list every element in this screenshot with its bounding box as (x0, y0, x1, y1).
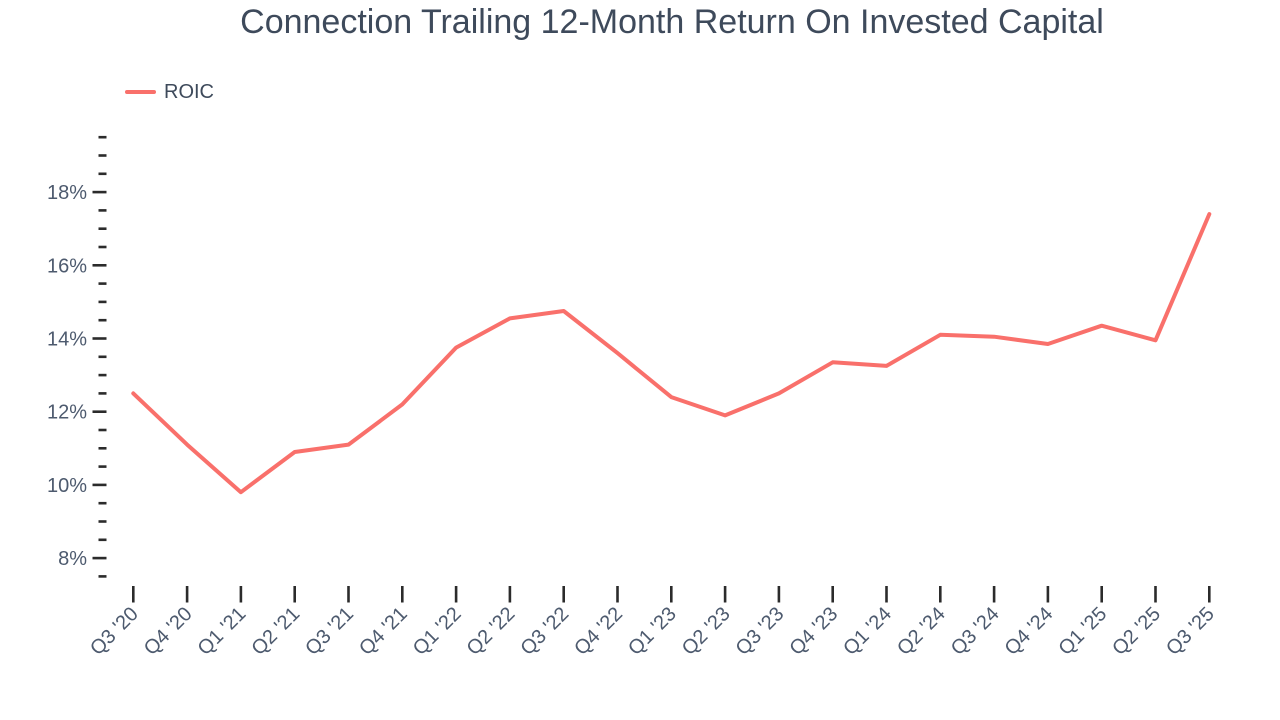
x-axis-label: Q4 '22 (570, 603, 627, 660)
x-axis-label: Q4 '20 (140, 603, 197, 660)
x-axis-label: Q4 '21 (355, 603, 412, 660)
x-axis-label: Q2 '22 (463, 603, 520, 660)
y-axis-label: 12% (47, 402, 87, 424)
x-axis-label: Q3 '23 (732, 603, 789, 660)
roic-line[interactable] (131, 212, 1212, 495)
x-axis-label: Q2 '24 (893, 603, 950, 660)
x-axis-label: Q1 '23 (624, 603, 681, 660)
x-axis-label: Q1 '24 (839, 603, 896, 660)
x-axis-label: Q3 '22 (516, 603, 573, 660)
x-axis-label: Q3 '20 (86, 603, 143, 660)
legend[interactable]: ROIC (125, 81, 214, 103)
x-axis-label: Q3 '24 (947, 603, 1004, 660)
chart-title: Connection Trailing 12-Month Return On I… (240, 3, 1104, 41)
x-axis-label: Q4 '24 (1001, 603, 1058, 660)
y-axis-label: 14% (47, 329, 87, 351)
y-axis-label: 18% (47, 182, 87, 204)
x-axis-label: Q2 '23 (678, 603, 735, 660)
x-axis-label: Q1 '22 (409, 603, 466, 660)
y-axis-label: 10% (47, 475, 87, 497)
x-axis-label: Q2 '21 (247, 603, 304, 660)
x-axis-label: Q3 '25 (1162, 603, 1219, 660)
x-axis-label: Q1 '25 (1054, 603, 1111, 660)
y-axis-label: 8% (58, 548, 87, 570)
legend-line-swatch (125, 89, 156, 95)
x-axis-label: Q3 '21 (301, 603, 358, 660)
y-axis-label: 16% (47, 255, 87, 277)
x-axis-label: Q2 '25 (1108, 603, 1165, 660)
x-axis-label: Q1 '21 (194, 603, 251, 660)
x-axis-label: Q4 '23 (785, 603, 842, 660)
legend-label-roic: ROIC (164, 81, 214, 103)
